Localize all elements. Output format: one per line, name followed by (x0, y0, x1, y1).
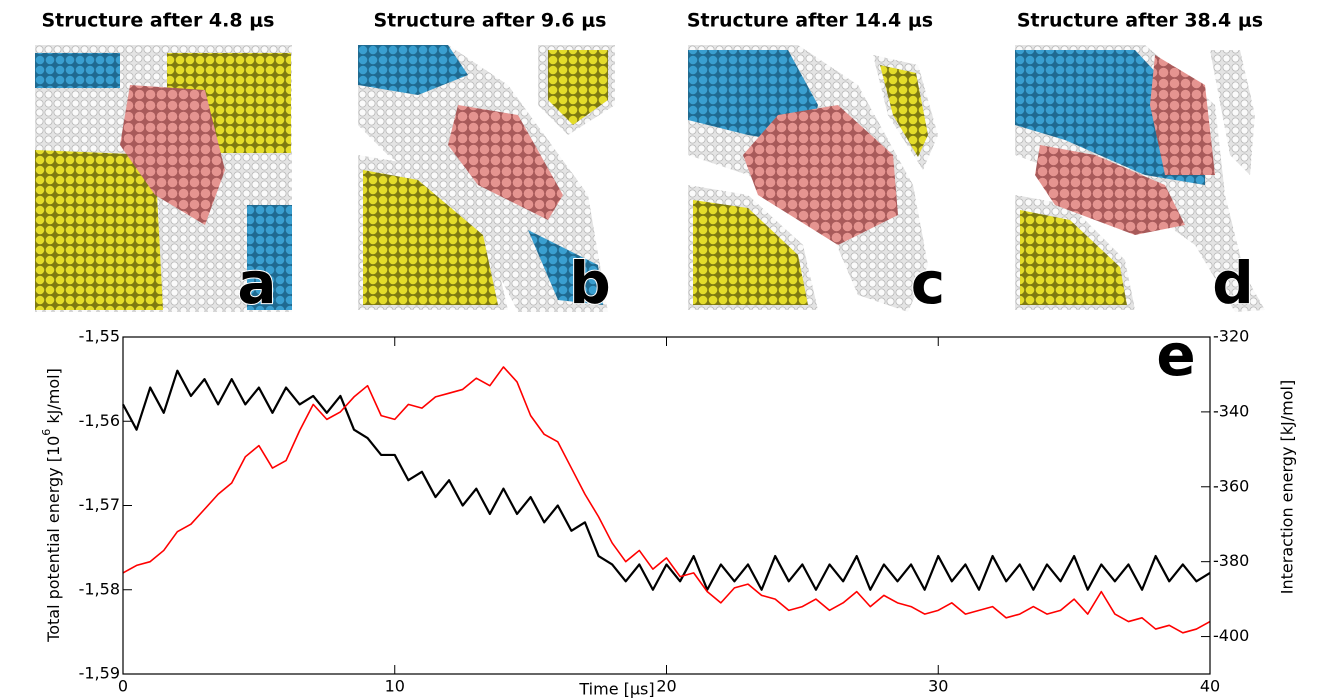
x-tick-label: 0 (118, 677, 128, 696)
panel-title: Structure after 14.4 μs (687, 10, 933, 32)
y2-tick-label: -400 (1213, 626, 1249, 645)
panel-label: d (1212, 249, 1254, 317)
panel-label: a (237, 249, 276, 317)
y-tick-label: -1,56 (79, 411, 120, 430)
y-tick-label: -1,55 (79, 327, 120, 346)
y-axis-label-sup: 6 (40, 429, 53, 436)
y-axis-label: Total potential energy [106 kJ/mol] (40, 368, 63, 643)
panel-title: Structure after 4.8 μs (41, 10, 274, 32)
panel-title: Structure after 38.4 μs (1017, 10, 1263, 32)
structure-panel: Structure after 4.8 μs a (35, 10, 292, 318)
data-line (122, 366, 1211, 634)
structure-image: a (35, 45, 292, 318)
x-axis-label: Time [μs] (578, 680, 654, 699)
y-tick-label: -1,57 (79, 495, 120, 514)
panel-label: c (911, 249, 945, 317)
panel-title: Structure after 9.6 μs (373, 10, 606, 32)
x-tick-label: 10 (385, 677, 405, 696)
y2-tick-label: -380 (1213, 551, 1249, 570)
y-tick-label: -1,58 (79, 579, 120, 598)
data-line (122, 369, 1211, 591)
y-axis-label-part: Total potential energy [10 (44, 436, 63, 643)
structure-image: d (1015, 45, 1265, 318)
panel-label: e (1156, 321, 1195, 389)
structure-image: c (688, 45, 946, 318)
structure-image: b (358, 45, 615, 318)
structure-panel: Structure after 9.6 μs b (358, 10, 615, 318)
energy-chart: Time [μs] Total potential energy [106 kJ… (40, 321, 1297, 698)
y2-tick-label: -360 (1213, 476, 1249, 495)
structure-panel: Structure after 38.4 μs d (1015, 10, 1265, 318)
y-tick-label: -1,59 (79, 664, 120, 683)
y2-axis-label: Interaction energy [kJ/mol] (1278, 380, 1297, 594)
x-tick-label: 20 (656, 677, 676, 696)
y2-tick-label: -340 (1213, 401, 1249, 420)
panel-label: b (569, 249, 611, 317)
x-tick-label: 30 (928, 677, 948, 696)
y-axis-label-part: kJ/mol] (44, 368, 63, 429)
x-tick-label: 40 (1200, 677, 1220, 696)
structure-panel: Structure after 14.4 μs c (687, 10, 946, 319)
y2-tick-label: -320 (1213, 327, 1249, 346)
